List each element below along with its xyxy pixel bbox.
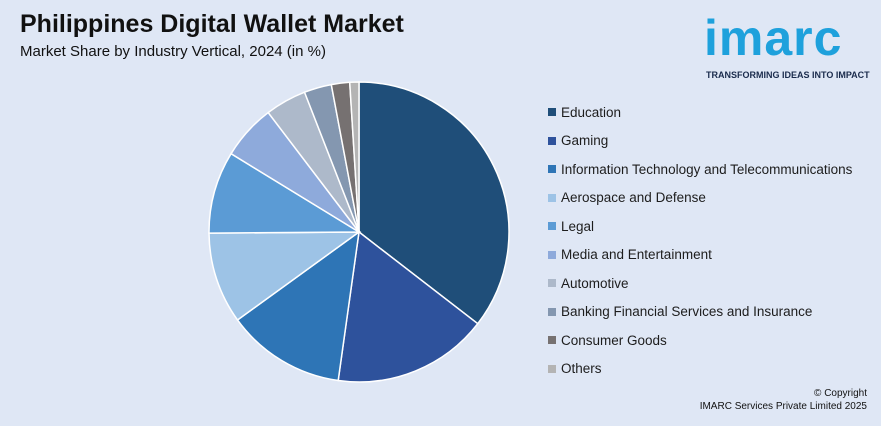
- legend-swatch: [548, 364, 556, 373]
- legend-item: Gaming: [548, 127, 852, 156]
- legend-label: Information Technology and Telecommunica…: [561, 161, 853, 177]
- legend-item: Education: [548, 98, 852, 127]
- copyright-owner: IMARC Services Private Limited 2025: [699, 401, 867, 412]
- legend-label: Gaming: [561, 133, 609, 149]
- legend-label: Education: [561, 104, 622, 120]
- legend-label: Automotive: [561, 275, 629, 291]
- legend-swatch: [548, 136, 556, 145]
- legend-label: Consumer Goods: [561, 332, 667, 348]
- legend-item: Others: [548, 355, 852, 384]
- logo-wordmark: imarc: [704, 10, 843, 66]
- legend-label: Aerospace and Defense: [561, 190, 706, 206]
- legend-item: Consumer Goods: [548, 326, 852, 355]
- legend-item: Aerospace and Defense: [548, 184, 852, 213]
- legend-item: Legal: [548, 212, 852, 241]
- legend-label: Media and Entertainment: [561, 247, 712, 263]
- chart-legend: Education Gaming Information Technology an…: [548, 98, 852, 383]
- pie-slice-gaming: [337, 230, 479, 383]
- pie-slice-others: [348, 81, 360, 233]
- legend-swatch: [548, 222, 556, 231]
- pie-slice-education: [358, 81, 510, 325]
- pie-slice-aerospace-and-defense: [208, 231, 362, 322]
- legend-label: Others: [561, 361, 602, 377]
- legend-swatch: [548, 193, 556, 202]
- pie-slice-information-technology-and-telecommunications: [236, 230, 360, 382]
- legend-swatch: [548, 279, 556, 288]
- legend-swatch: [548, 250, 556, 259]
- chart-subtitle: Market Share by Industry Vertical, 2024 …: [20, 43, 326, 60]
- legend-item: Information Technology and Telecommunica…: [548, 155, 852, 184]
- imarc-logo: imarc TRANSFORMING IDEAS INTO IMPACT: [700, 8, 876, 84]
- legend-swatch: [548, 108, 556, 117]
- legend-item: Automotive: [548, 269, 852, 298]
- copyright-line: © Copyright: [814, 388, 867, 399]
- legend-swatch: [548, 336, 556, 345]
- legend-swatch: [548, 307, 556, 316]
- legend-item: Banking Financial Services and Insurance: [548, 298, 852, 327]
- logo-tagline: TRANSFORMING IDEAS INTO IMPACT: [706, 70, 870, 80]
- legend-swatch: [548, 165, 556, 174]
- copyright-notice: © Copyright IMARC Services Private Limit…: [700, 387, 867, 413]
- pie-slice-legal: [208, 152, 362, 234]
- legend-item: Media and Entertainment: [548, 241, 852, 270]
- legend-label: Legal: [561, 218, 595, 234]
- chart-title: Philippines Digital Wallet Market: [20, 10, 404, 38]
- legend-label: Banking Financial Services and Insurance: [561, 304, 813, 320]
